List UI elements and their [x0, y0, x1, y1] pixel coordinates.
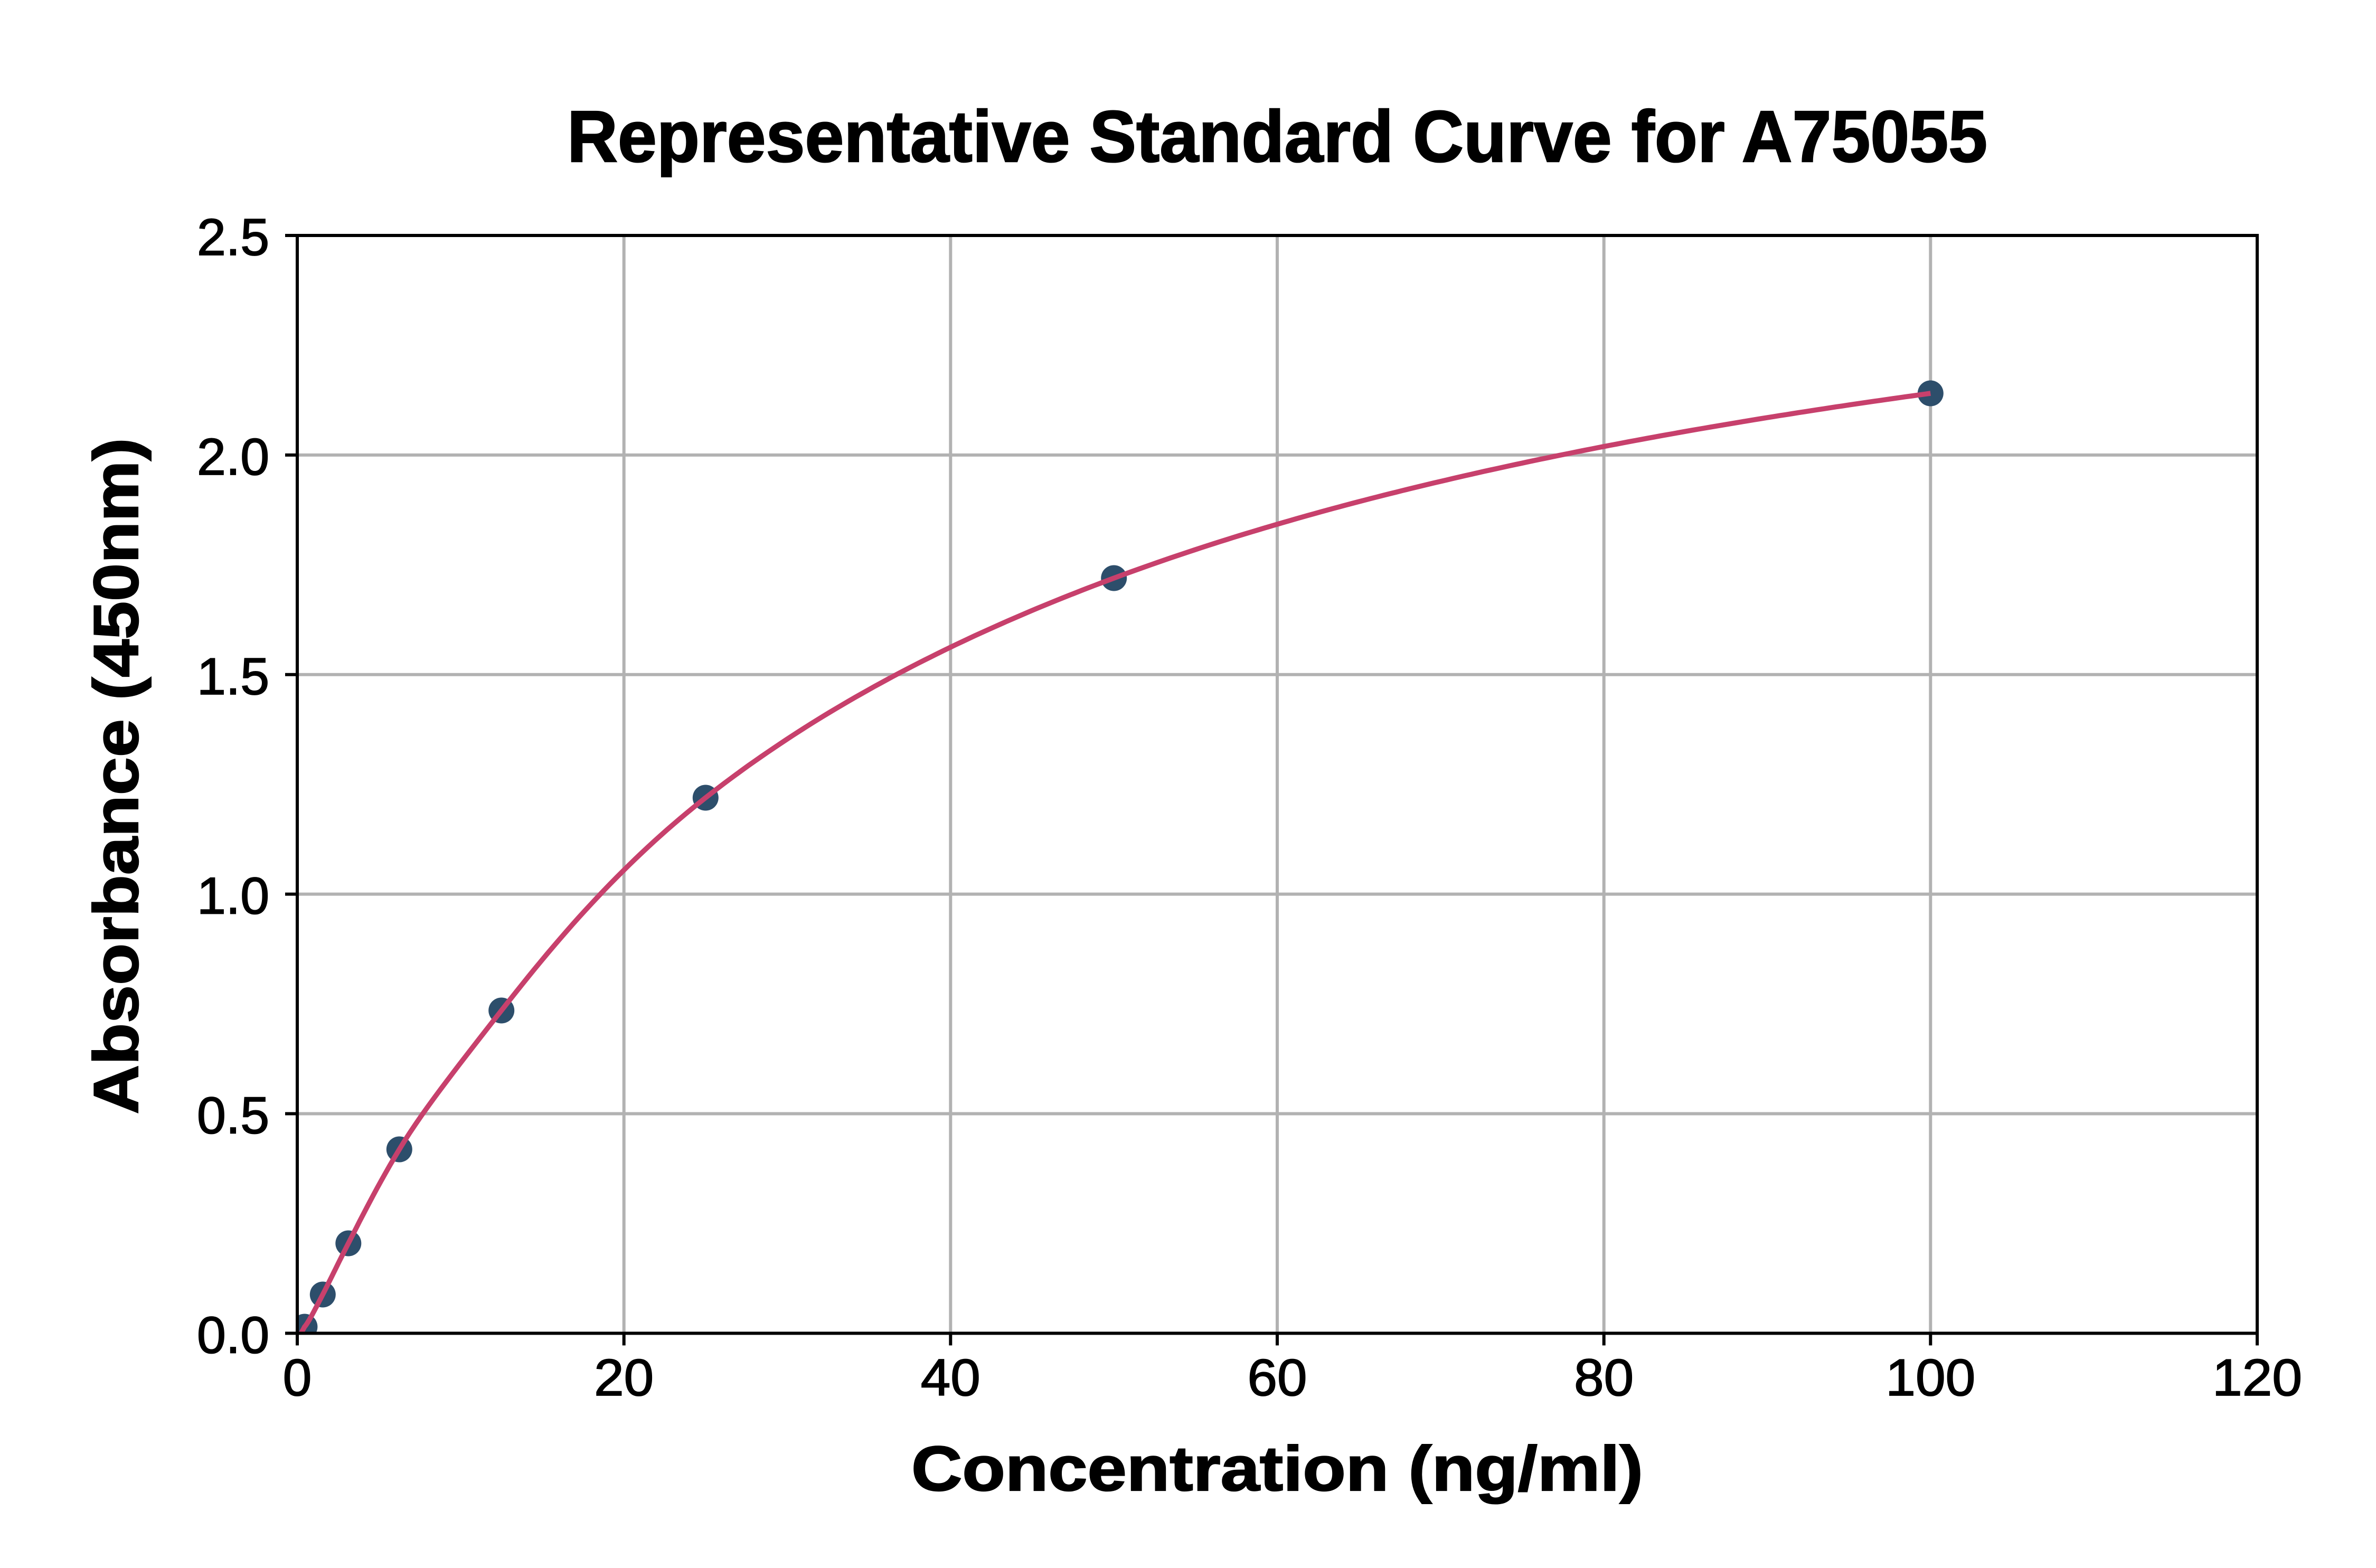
svg-text:0.0: 0.0: [197, 1306, 269, 1364]
svg-text:1.5: 1.5: [197, 647, 269, 705]
svg-text:0.5: 0.5: [197, 1087, 269, 1145]
svg-text:60: 60: [1248, 1348, 1307, 1406]
svg-text:0: 0: [283, 1348, 312, 1406]
svg-text:2.5: 2.5: [197, 208, 269, 266]
svg-text:1.0: 1.0: [197, 867, 269, 925]
svg-text:20: 20: [594, 1348, 654, 1406]
svg-text:120: 120: [2212, 1348, 2302, 1406]
svg-text:40: 40: [921, 1348, 980, 1406]
svg-text:Concentration (ng/ml): Concentration (ng/ml): [911, 1433, 1643, 1504]
svg-text:Representative Standard Curve: Representative Standard Curve for A75055: [567, 96, 1987, 177]
svg-text:2.0: 2.0: [197, 428, 269, 486]
svg-text:100: 100: [1885, 1348, 1975, 1406]
svg-text:Absorbance (450nm): Absorbance (450nm): [81, 438, 152, 1114]
svg-text:80: 80: [1574, 1348, 1634, 1406]
